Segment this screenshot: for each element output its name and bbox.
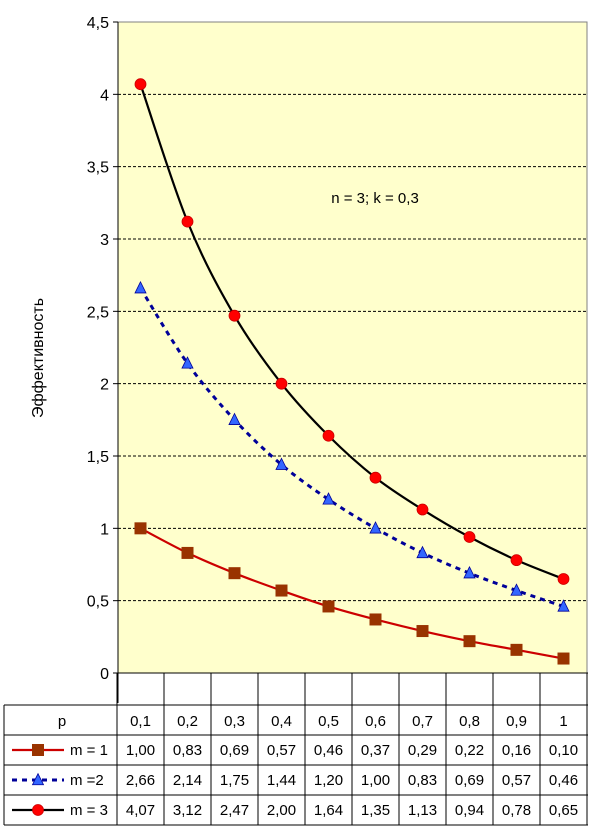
x-tick-label: 0,8 <box>459 713 480 730</box>
marker-circle <box>463 531 476 543</box>
y-tick-label: 0,5 <box>87 594 109 611</box>
marker-square <box>557 652 570 665</box>
y-tick-label: 4,5 <box>87 15 109 32</box>
marker-square <box>369 613 382 626</box>
marker-square <box>510 643 523 656</box>
marker-triangle <box>416 545 429 559</box>
marker-circle <box>32 804 44 816</box>
marker-triangle <box>275 457 288 470</box>
legend-label: m =2 <box>70 772 104 789</box>
marker-square <box>181 546 194 559</box>
table-cell-value: 2,00 <box>267 802 296 819</box>
table-cell-value: 0,29 <box>408 742 437 759</box>
marker-circle <box>181 215 194 228</box>
series-m-1 <box>134 522 570 665</box>
series-line <box>139 287 564 608</box>
table-cell-value: 1,75 <box>220 772 249 789</box>
table-cell-value: 0,46 <box>314 742 343 759</box>
marker-circle <box>416 503 429 516</box>
y-tick-label: 2 <box>100 377 109 394</box>
marker-square <box>228 567 241 580</box>
marker-square <box>134 522 147 535</box>
table-cell-value: 1,44 <box>267 772 296 789</box>
table-cell-value: 1,00 <box>126 742 155 759</box>
marker-circle <box>228 309 241 322</box>
table-cell-value: 1,00 <box>361 772 390 789</box>
series-line <box>139 527 564 660</box>
table-cell-value: 0,16 <box>502 742 531 759</box>
marker-circle <box>322 429 335 442</box>
table-cell-value: 1,35 <box>361 802 390 819</box>
y-tick-label: 0 <box>100 666 109 683</box>
y-tick-label: 1 <box>100 521 109 538</box>
marker-triangle <box>31 772 45 786</box>
marker-triangle <box>181 356 194 369</box>
x-tick-label: 0,1 <box>130 713 151 730</box>
marker-square <box>322 600 335 613</box>
marker-triangle <box>557 599 570 612</box>
y-tick-label: 3 <box>100 232 109 249</box>
table-cell-value: 1,13 <box>408 802 437 819</box>
legend-label: m = 3 <box>70 802 108 819</box>
marker-square <box>416 625 429 638</box>
table-cell-value: 1,20 <box>314 772 343 789</box>
x-tick-label: 0,4 <box>271 713 292 730</box>
y-tick-label: 1,5 <box>87 449 109 466</box>
y-tick-label: 4 <box>100 87 109 104</box>
y-axis: 0 0,5 1 1,5 2 2,5 3 3,5 4 4,5 <box>87 15 119 703</box>
plot-area <box>118 22 587 673</box>
table-header-p: p <box>58 713 66 730</box>
series-lines <box>134 78 570 665</box>
table-cell-value: 0,69 <box>455 772 484 789</box>
table-cell-value: 1,64 <box>314 802 343 819</box>
table-cell-value: 0,83 <box>408 772 437 789</box>
marker-circle <box>134 78 147 91</box>
table-cell-value: 0,37 <box>361 742 390 759</box>
marker-circle <box>510 554 523 567</box>
x-tick-label: 1 <box>559 713 567 730</box>
marker-triangle <box>369 521 382 534</box>
table-cell-value: 0,65 <box>549 802 578 819</box>
marker-triangle <box>228 412 241 425</box>
y-tick-label: 2,5 <box>87 304 109 321</box>
marker-triangle <box>463 565 476 579</box>
marker-triangle <box>510 583 523 596</box>
y-tick-label: 3,5 <box>87 160 109 177</box>
table-cell-value: 4,07 <box>126 802 155 819</box>
x-tick-label: 0,7 <box>412 713 433 730</box>
table-cell-value: 3,12 <box>173 802 202 819</box>
table-cell-value: 0,57 <box>502 772 531 789</box>
table-cell-value: 2,14 <box>173 772 202 789</box>
table-cell-value: 0,69 <box>220 742 249 759</box>
table-cell-value: 0,83 <box>173 742 202 759</box>
table-cell-value: 0,22 <box>455 742 484 759</box>
x-tick-label: 0,9 <box>506 713 527 730</box>
marker-square <box>463 635 476 648</box>
marker-square <box>32 744 44 756</box>
table-cell-value: 0,78 <box>502 802 531 819</box>
legend-label: m = 1 <box>70 742 108 759</box>
table-cell-value: 0,94 <box>455 802 484 819</box>
table-cell-value: 0,46 <box>549 772 578 789</box>
x-tick-label: 0,2 <box>177 713 198 730</box>
table-cell-value: 2,47 <box>220 802 249 819</box>
x-tick-label: 0,6 <box>365 713 386 730</box>
table-cell-value: 2,66 <box>126 772 155 789</box>
series-m-3 <box>134 78 570 585</box>
series-m-2 <box>134 280 570 612</box>
marker-triangle <box>322 492 335 505</box>
marker-square <box>275 584 288 597</box>
y-axis-label: Эффективность <box>30 298 47 418</box>
x-tick-label: 0,3 <box>224 713 245 730</box>
marker-circle <box>369 471 382 484</box>
table-cell-value: 0,10 <box>549 742 578 759</box>
marker-circle <box>557 573 570 585</box>
data-table: p 0,1 0,2 0,3 0,4 0,5 0,6 0,7 0,8 0,9 1 m = 1 1,00 0,… <box>3 672 588 826</box>
marker-circle <box>275 377 288 390</box>
table-cell-value: 0,57 <box>267 742 296 759</box>
x-tick-label: 0,5 <box>318 713 339 730</box>
marker-triangle <box>134 280 147 294</box>
chart-annotation: n = 3; k = 0,3 <box>331 190 419 207</box>
